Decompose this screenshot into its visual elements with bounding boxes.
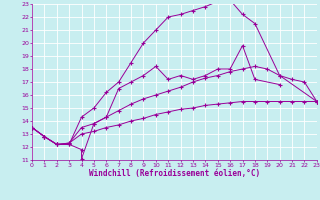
X-axis label: Windchill (Refroidissement éolien,°C): Windchill (Refroidissement éolien,°C) xyxy=(89,169,260,178)
